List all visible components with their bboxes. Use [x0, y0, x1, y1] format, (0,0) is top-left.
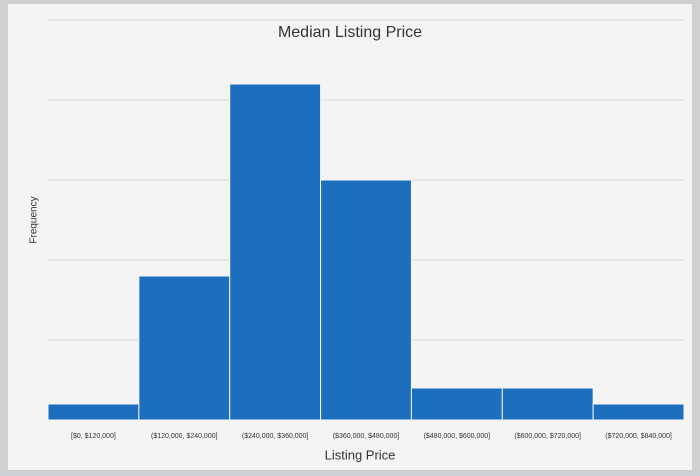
x-tick-label: ($360,000, $480,000] [333, 433, 400, 440]
bar [410, 387, 503, 421]
bar [320, 179, 412, 421]
x-tick-label: ($600,000, $720,000] [514, 433, 581, 440]
bar [229, 83, 322, 421]
y-axis-label: Frequency [29, 196, 40, 243]
bar [592, 403, 685, 421]
bar [138, 275, 231, 421]
x-tick-label: [$0, $120,000] [71, 433, 116, 440]
x-tick-label: ($720,000, $840,000] [605, 433, 672, 440]
x-tick-label: ($240,000, $360,000] [242, 433, 309, 440]
chart-title: Median Listing Price [278, 24, 422, 41]
bar [501, 387, 594, 421]
x-tick-label: ($480,000, $600,000] [424, 433, 491, 440]
bar [47, 403, 140, 421]
x-tick-label: ($120,000, $240,000] [151, 433, 218, 440]
x-axis-label: Listing Price [325, 447, 396, 462]
